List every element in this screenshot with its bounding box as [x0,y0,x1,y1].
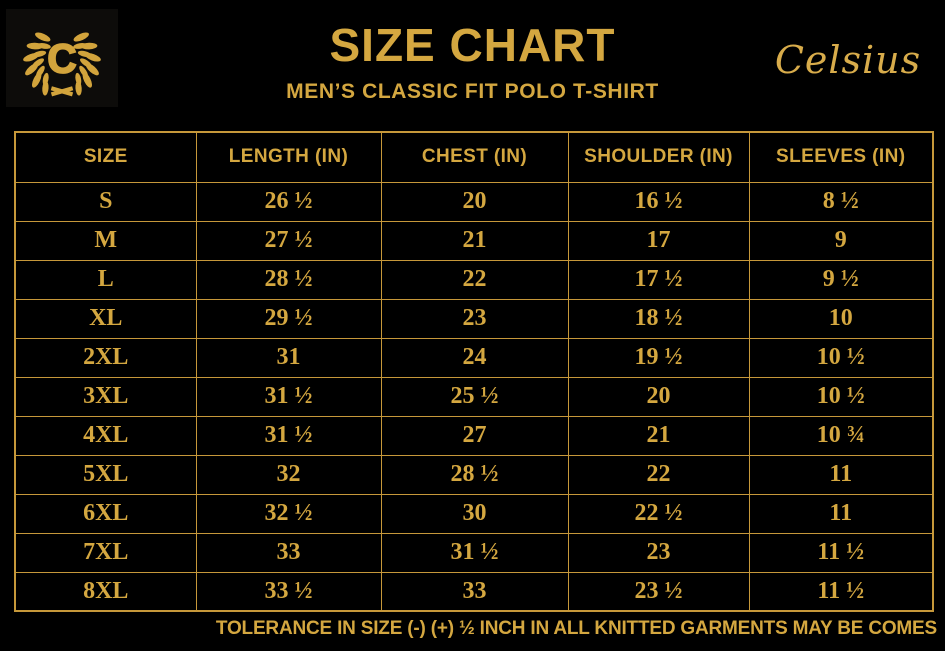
column-header-shoulder: SHOULDER (IN) [567,131,750,183]
cell-chest: 28 ½ [380,454,569,495]
cell-sleeves: 10 ½ [748,337,934,378]
cell-chest: 24 [380,337,569,378]
cell-shoulder: 22 [567,454,750,495]
cell-size: 2XL [14,337,197,378]
cell-chest: 31 ½ [380,532,569,573]
table-row: 3XL 31 ½ 25 ½ 20 10 ½ [14,376,934,417]
table-row: 6XL 32 ½ 30 22 ½ 11 [14,493,934,534]
cell-length: 31 ½ [195,415,382,456]
cell-shoulder: 17 [567,220,750,261]
cell-size: 3XL [14,376,197,417]
cell-chest: 30 [380,493,569,534]
cell-size: 4XL [14,415,197,456]
cell-shoulder: 16 ½ [567,181,750,222]
cell-chest: 20 [380,181,569,222]
cell-chest: 33 [380,571,569,612]
cell-shoulder: 19 ½ [567,337,750,378]
cell-sleeves: 9 [748,220,934,261]
cell-chest: 25 ½ [380,376,569,417]
cell-sleeves: 10 [748,298,934,339]
cell-shoulder: 17 ½ [567,259,750,300]
cell-size: 8XL [14,571,197,612]
cell-length: 31 ½ [195,376,382,417]
cell-length: 27 ½ [195,220,382,261]
cell-size: XL [14,298,197,339]
cell-size: L [14,259,197,300]
cell-chest: 23 [380,298,569,339]
cell-chest: 21 [380,220,569,261]
cell-sleeves: 8 ½ [748,181,934,222]
cell-length: 32 [195,454,382,495]
column-header-length: LENGTH (IN) [195,131,382,183]
cell-sleeves: 9 ½ [748,259,934,300]
table-row: L 28 ½ 22 17 ½ 9 ½ [14,259,934,300]
cell-length: 33 [195,532,382,573]
cell-size: 5XL [14,454,197,495]
column-header-chest: CHEST (IN) [380,131,569,183]
cell-length: 31 [195,337,382,378]
cell-shoulder: 18 ½ [567,298,750,339]
size-chart-table: SIZE LENGTH (IN) CHEST (IN) SHOULDER (IN… [14,131,934,612]
cell-size: S [14,181,197,222]
cell-length: 28 ½ [195,259,382,300]
laurel-wreath-icon: C [22,30,101,97]
cell-sleeves: 11 [748,454,934,495]
cell-sleeves: 10 ½ [748,376,934,417]
cell-sleeves: 11 ½ [748,571,934,612]
logo-letter: C [47,36,76,82]
cell-size: M [14,220,197,261]
cell-sleeves: 10 ¾ [748,415,934,456]
cell-chest: 22 [380,259,569,300]
header: SIZE CHART MEN’S CLASSIC FIT POLO T-SHIR… [0,18,945,104]
cell-length: 29 ½ [195,298,382,339]
cell-shoulder: 23 [567,532,750,573]
table-row: S 26 ½ 20 16 ½ 8 ½ [14,181,934,222]
table-row: 8XL 33 ½ 33 23 ½ 11 ½ [14,571,934,612]
table-row: XL 29 ½ 23 18 ½ 10 [14,298,934,339]
page-subtitle: MEN’S CLASSIC FIT POLO T-SHIRT [286,80,659,103]
cell-size: 7XL [14,532,197,573]
table-header-row: SIZE LENGTH (IN) CHEST (IN) SHOULDER (IN… [14,131,934,183]
cell-length: 33 ½ [195,571,382,612]
table-row: 7XL 33 31 ½ 23 11 ½ [14,532,934,573]
tolerance-note: TOLERANCE IN SIZE (-) (+) ½ INCH IN ALL … [215,618,937,639]
table-row: 2XL 31 24 19 ½ 10 ½ [14,337,934,378]
cell-length: 32 ½ [195,493,382,534]
cell-shoulder: 20 [567,376,750,417]
table-row: 4XL 31 ½ 27 21 10 ¾ [14,415,934,456]
cell-length: 26 ½ [195,181,382,222]
table-row: 5XL 32 28 ½ 22 11 [14,454,934,495]
cell-sleeves: 11 [748,493,934,534]
cell-chest: 27 [380,415,569,456]
cell-sleeves: 11 ½ [748,532,934,573]
cell-shoulder: 23 ½ [567,571,750,612]
brand-logo: C [6,9,118,107]
cell-size: 6XL [14,493,197,534]
cell-shoulder: 21 [567,415,750,456]
page-title: SIZE CHART [329,19,616,71]
table-row: M 27 ½ 21 17 9 [14,220,934,261]
brand-wordmark: Celsius [774,38,922,82]
column-header-size: SIZE [14,131,197,183]
cell-shoulder: 22 ½ [567,493,750,534]
column-header-sleeves: SLEEVES (IN) [748,131,934,183]
